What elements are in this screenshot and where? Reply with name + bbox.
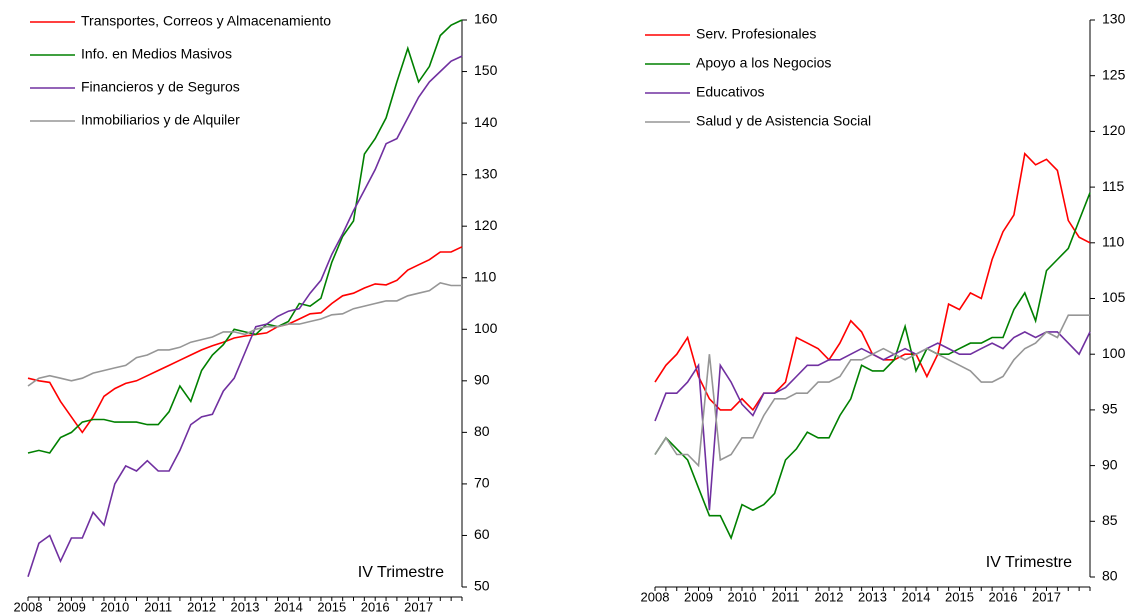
y-tick-label: 160 xyxy=(474,11,498,27)
annotation: IV Trimestre xyxy=(358,564,444,581)
x-tick-label: 2008 xyxy=(14,599,43,614)
y-tick-label: 130 xyxy=(474,165,498,181)
y-tick-label: 120 xyxy=(1102,122,1126,138)
legend-label: Salud y de Asistencia Social xyxy=(696,113,871,129)
y-tick-label: 140 xyxy=(474,114,498,130)
x-tick-label: 2009 xyxy=(57,599,86,614)
legend-label: Educativos xyxy=(696,84,764,100)
x-tick-label: 2016 xyxy=(361,599,390,614)
x-tick-label: 2014 xyxy=(902,589,931,604)
y-tick-label: 85 xyxy=(1102,512,1118,528)
y-tick-label: 110 xyxy=(474,268,497,284)
y-tick-label: 130 xyxy=(1102,11,1126,27)
x-tick-label: 2012 xyxy=(187,599,216,614)
annotation: IV Trimestre xyxy=(986,554,1072,571)
legend-label: Transportes, Correos y Almacenamiento xyxy=(81,13,331,29)
y-tick-label: 80 xyxy=(474,423,490,439)
x-tick-label: 2010 xyxy=(100,599,129,614)
legend-label: Inmobiliarios y de Alquiler xyxy=(81,112,240,128)
legend-label: Info. en Medios Masivos xyxy=(81,46,232,62)
y-tick-label: 70 xyxy=(474,475,490,491)
x-tick-label: 2015 xyxy=(317,599,346,614)
y-tick-label: 110 xyxy=(1102,234,1125,250)
y-tick-label: 90 xyxy=(474,372,490,388)
x-tick-label: 2009 xyxy=(684,589,713,604)
x-tick-label: 2013 xyxy=(858,589,887,604)
legend-label: Apoyo a los Negocios xyxy=(696,55,831,71)
series-line xyxy=(654,314,1090,468)
y-tick-label: 125 xyxy=(1102,66,1126,82)
legend-label: Financieros y de Seguros xyxy=(81,79,240,95)
series-line xyxy=(654,330,1091,511)
y-tick-label: 60 xyxy=(474,526,490,542)
series-line xyxy=(27,282,462,387)
legend-label: Serv. Profesionales xyxy=(696,26,816,42)
y-tick-label: 50 xyxy=(474,578,490,594)
y-tick-label: 80 xyxy=(1102,568,1118,584)
series-line xyxy=(654,192,1091,541)
x-tick-label: 2011 xyxy=(772,589,800,604)
x-tick-label: 2017 xyxy=(404,599,433,614)
y-tick-label: 150 xyxy=(474,62,498,78)
x-tick-label: 2010 xyxy=(728,589,757,604)
y-tick-label: 120 xyxy=(474,217,498,233)
x-tick-label: 2015 xyxy=(945,589,974,604)
x-tick-label: 2011 xyxy=(144,599,172,614)
x-tick-label: 2017 xyxy=(1032,589,1061,604)
x-tick-label: 2008 xyxy=(641,589,670,604)
y-tick-label: 100 xyxy=(474,320,498,336)
x-tick-label: 2012 xyxy=(815,589,844,604)
series-line xyxy=(27,19,463,454)
y-tick-label: 100 xyxy=(1102,345,1126,361)
y-tick-label: 105 xyxy=(1102,289,1126,305)
series-line xyxy=(27,55,463,577)
x-tick-label: 2014 xyxy=(274,599,303,614)
y-tick-label: 115 xyxy=(1102,178,1125,194)
x-tick-label: 2016 xyxy=(989,589,1018,604)
series-line xyxy=(27,246,463,434)
y-tick-label: 95 xyxy=(1102,401,1118,417)
y-tick-label: 90 xyxy=(1102,456,1118,472)
x-tick-label: 2013 xyxy=(231,599,260,614)
